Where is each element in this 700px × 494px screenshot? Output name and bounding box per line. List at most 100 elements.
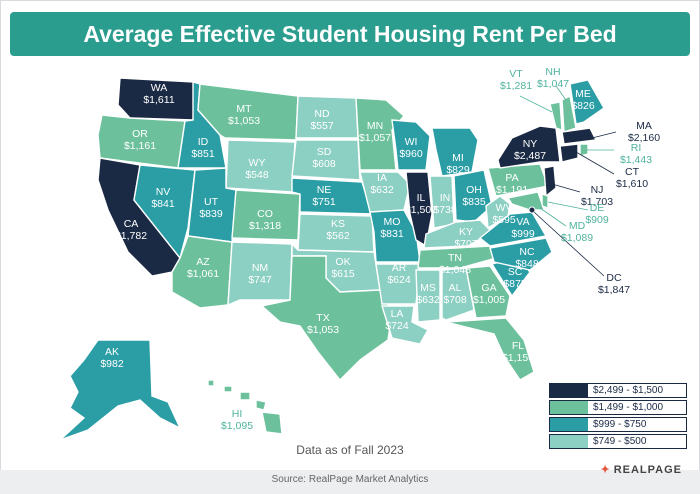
label-ca: CA $1,782 xyxy=(115,218,147,242)
state-value-ok: $615 xyxy=(331,268,355,280)
label-nv: NV $841 xyxy=(151,186,174,210)
state-abbr: VT xyxy=(509,68,523,80)
label-sc: SC $875 xyxy=(503,266,526,290)
state-value-nv: $841 xyxy=(151,198,175,210)
state-value-ky: $707 xyxy=(454,238,478,250)
label-wa: WA $1,611 xyxy=(143,82,174,106)
legend-label: $999 - $750 xyxy=(588,418,686,431)
state-value-mo: $831 xyxy=(380,228,404,240)
state-value-ca: $1,782 xyxy=(114,230,148,242)
label-wi: WI $960 xyxy=(399,136,422,160)
state-value-me: $826 xyxy=(571,100,595,112)
label-ms: MS $632 xyxy=(416,282,439,306)
state-abbr: AK xyxy=(104,346,120,358)
state-abbr: AR xyxy=(391,262,407,274)
state-hi-island-5 xyxy=(261,411,283,435)
state-value-mt: $1,053 xyxy=(227,115,261,127)
label-ok: OK $615 xyxy=(331,256,354,280)
state-abbr: OK xyxy=(335,256,351,268)
label-vt: VT $1,281 xyxy=(500,68,532,92)
state-value-nh: $1,047 xyxy=(536,78,570,90)
state-ak xyxy=(59,339,182,441)
state-value-nm: $747 xyxy=(248,274,272,286)
label-nh: NH $1,047 xyxy=(537,66,569,90)
state-vt xyxy=(549,101,563,131)
state-value-il: $1,507 xyxy=(404,204,438,216)
label-me: ME $826 xyxy=(571,88,594,112)
state-value-wa: $1,611 xyxy=(143,94,175,106)
title-banner: Average Effective Student Housing Rent P… xyxy=(10,12,690,56)
label-fl: FL $1,150 xyxy=(502,340,534,364)
footer-bar: Source: RealPage Market Analytics xyxy=(0,470,700,494)
state-value-nc: $848 xyxy=(515,258,539,270)
label-de: DE $909 xyxy=(585,202,608,226)
state-tx xyxy=(260,255,393,382)
state-abbr: HI xyxy=(231,408,243,420)
state-value-ny: $2,487 xyxy=(513,150,547,162)
label-ct: CT $1,610 xyxy=(616,166,648,190)
state-value-ma: $2,160 xyxy=(627,132,661,144)
state-nv xyxy=(133,164,196,260)
state-abbr: NY xyxy=(522,138,538,150)
label-hi: HI $1,095 xyxy=(221,408,253,432)
state-value-tn: $1,048 xyxy=(438,264,472,276)
state-abbr: NJ xyxy=(590,184,604,196)
state-fl xyxy=(445,317,535,381)
label-mo: MO $831 xyxy=(380,216,403,240)
state-abbr: GA xyxy=(481,282,497,294)
brand-mark-icon: ✦ xyxy=(600,464,611,476)
state-abbr: MI xyxy=(452,152,464,164)
state-abbr: KY xyxy=(458,226,474,238)
state-value-in: $738 xyxy=(433,204,457,216)
state-abbr: CT xyxy=(625,166,639,178)
label-oh: OH $835 xyxy=(462,184,485,208)
state-me xyxy=(569,79,605,125)
label-ak: AK $982 xyxy=(100,346,123,370)
state-value-wv: $595 xyxy=(492,214,516,226)
state-abbr: DE xyxy=(589,202,605,214)
legend-item: $1,499 - $1,000 xyxy=(549,400,687,415)
state-value-hi: $1,095 xyxy=(220,420,254,432)
state-value-oh: $835 xyxy=(462,196,486,208)
state-hi-island-2 xyxy=(223,385,233,393)
state-abbr: ME xyxy=(575,88,591,100)
label-ky: KY $707 xyxy=(454,226,477,250)
label-or: OR $1,161 xyxy=(124,128,156,152)
state-abbr: MT xyxy=(236,103,252,115)
state-value-nj: $1,703 xyxy=(580,196,614,208)
state-value-id: $851 xyxy=(191,148,215,160)
label-co: CO $1,318 xyxy=(249,208,281,232)
state-ga xyxy=(465,265,511,319)
state-abbr: LA xyxy=(390,308,404,320)
state-dc xyxy=(528,206,536,214)
state-ms xyxy=(415,269,441,323)
state-value-vt: $1,281 xyxy=(499,80,533,92)
state-abbr: KS xyxy=(330,218,346,230)
label-tn: TN $1,048 xyxy=(439,252,471,276)
state-wa xyxy=(117,77,196,121)
state-abbr: SC xyxy=(507,266,523,278)
state-value-de: $909 xyxy=(585,214,609,226)
label-mt: MT $1,053 xyxy=(228,103,260,127)
label-wy: WY $548 xyxy=(245,157,268,181)
state-abbr: VA xyxy=(516,216,530,228)
state-value-md: $1,089 xyxy=(560,232,594,244)
state-abbr: RI xyxy=(630,142,642,154)
label-nm: NM $747 xyxy=(248,262,271,286)
label-sd: SD $608 xyxy=(312,146,335,170)
legend-item: $999 - $750 xyxy=(549,417,687,432)
state-value-wi: $960 xyxy=(399,148,423,160)
state-abbr: DC xyxy=(606,272,622,284)
leader-lines xyxy=(533,131,617,277)
state-abbr: UT xyxy=(203,196,218,208)
label-al: AL $708 xyxy=(443,282,466,306)
state-nc xyxy=(489,237,553,271)
state-value-ct: $1,610 xyxy=(615,178,649,190)
state-value-tx: $1,053 xyxy=(306,324,340,336)
state-abbr: CO xyxy=(257,208,273,220)
data-date-note: Data as of Fall 2023 xyxy=(296,443,404,457)
state-abbr: NV xyxy=(155,186,171,198)
state-abbr: OH xyxy=(466,184,482,196)
state-abbr: TX xyxy=(316,312,330,324)
state-value-ia: $632 xyxy=(370,184,394,196)
